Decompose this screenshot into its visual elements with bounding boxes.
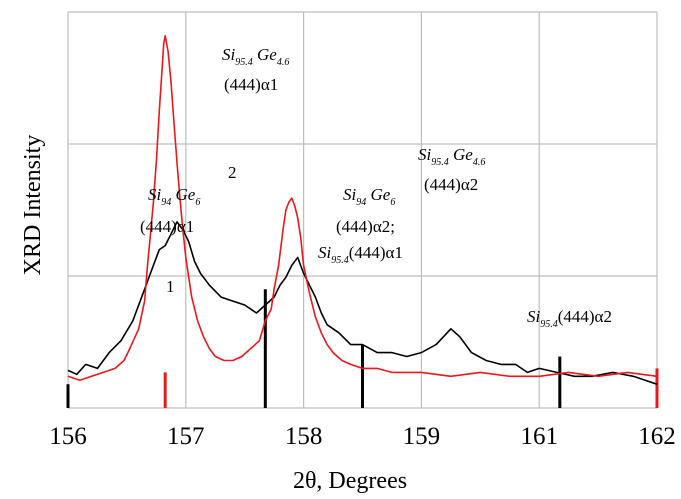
- annotation-reflection: (444)α2;: [336, 217, 395, 236]
- calibration-spikes: [66, 289, 659, 408]
- annotation-si954-ge46-alpha2: Si95.4 Ge4.6 (444)α2: [418, 145, 485, 194]
- annotation-si94-ge6-alpha2: Si94 Ge6 (444)α2;: [336, 185, 395, 236]
- annotation-reflection: (444)α1: [224, 75, 278, 94]
- x-axis-label: 2θ, Degrees: [293, 468, 407, 494]
- series-lines: [67, 34, 658, 385]
- annotation-formula: Si94 Ge6: [148, 185, 200, 208]
- curve-label-1: 1: [166, 277, 175, 296]
- annotation-formula: Si95.4 Ge4.6: [222, 45, 289, 68]
- x-tick-label: 162: [638, 423, 676, 450]
- annotation-formula: Si95.4(444)α1: [318, 243, 403, 266]
- x-tick-label: 156: [49, 423, 87, 450]
- annotation-formula: Si95.4 Ge4.6: [418, 145, 485, 168]
- annotation-si954-alpha2: Si95.4(444)α2: [527, 307, 612, 330]
- annotation-reflection: (444)α1: [140, 217, 194, 236]
- annotation-reflection: (444)α2: [424, 175, 478, 194]
- curve-label-2: 2: [228, 163, 237, 182]
- annotation-si94-ge6-alpha1: Si94 Ge6 (444)α1: [140, 185, 200, 236]
- y-axis-label: XRD Intensity: [20, 135, 46, 276]
- x-tick-label: 157: [167, 423, 205, 450]
- series-line-1: [67, 221, 658, 385]
- series-line-2: [67, 34, 658, 382]
- x-tick-labels: 156 157 158 159 161 162: [49, 423, 676, 450]
- annotation-si954-ge46-alpha1: Si95.4 Ge4.6 (444)α1: [222, 45, 289, 94]
- annotation-si954-alpha1: Si95.4(444)α1: [318, 243, 403, 266]
- x-tick-label: 161: [520, 423, 558, 450]
- annotation-formula: Si94 Ge6: [343, 185, 395, 208]
- x-tick-label: 158: [285, 423, 323, 450]
- x-tick-label: 159: [403, 423, 441, 450]
- annotation-formula: Si95.4(444)α2: [527, 307, 612, 330]
